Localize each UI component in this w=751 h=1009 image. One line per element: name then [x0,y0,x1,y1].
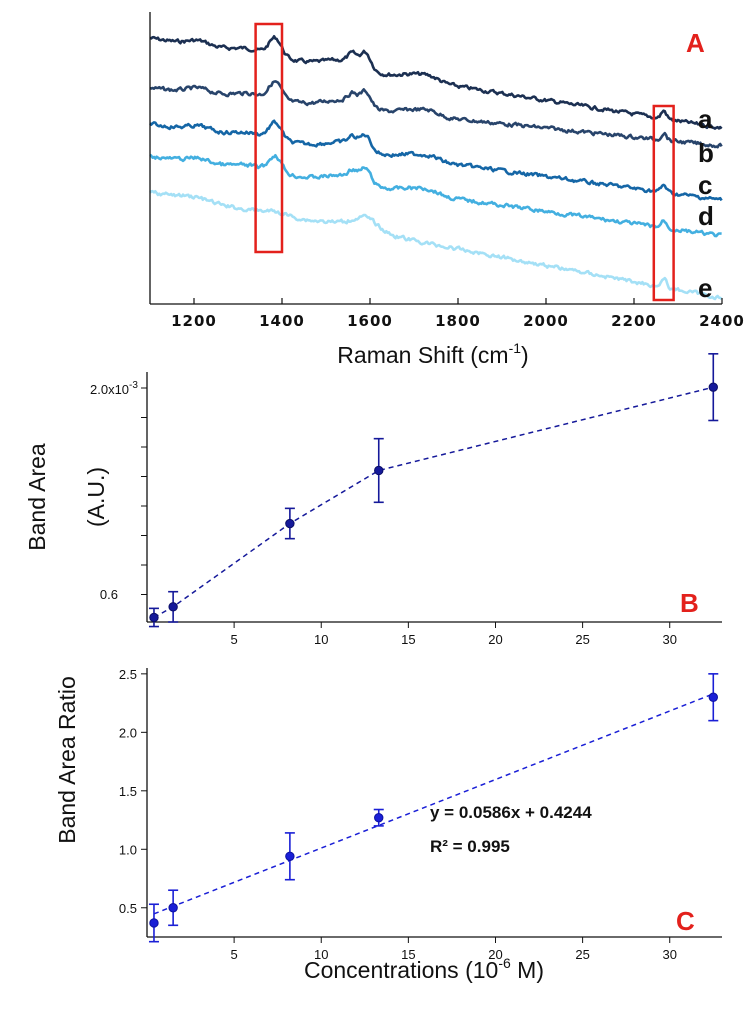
trace-a [149,34,723,130]
x-ticks-a: 1200 1400 1600 1800 2000 2200 2400 [171,298,745,330]
y-tick-label-c-3: 2.0 [119,725,137,740]
x-tick-label-c-4: 25 [575,947,589,962]
y-tick-b-top: 2.0x10-3 [90,380,138,397]
y-tick-label-c-0: 0.5 [119,901,137,916]
x-tick-label-b-0: 5 [231,632,238,647]
x-tick-label-c-0: 5 [231,947,238,962]
ticks-b: 5 10 15 20 25 30 [141,387,677,647]
x-tick-label-a-4: 2000 [523,312,569,330]
panel-b-band-area: 5 10 15 20 25 30 2.0x10-3 0.6 Band Area (A.U.… [24,353,722,647]
x-tick-label-b-4: 25 [575,632,589,647]
highlight-band-2270 [652,104,675,302]
trace-label-e: e [698,273,712,303]
data-point-b-3 [374,465,384,476]
y-tick-label-c-2: 1.5 [119,784,137,799]
highlight-band-1380 [254,22,284,254]
r-squared: R² = 0.995 [430,837,510,856]
data-point-c-2 [285,851,295,861]
data-point-c-4 [708,692,718,702]
trace-label-b: b [698,138,714,168]
data-point-b-1 [168,602,178,612]
trace-b [149,80,723,149]
data-point-c-0 [149,918,159,928]
y-axis-title-b-line1: Band Area [24,443,50,551]
panel-label-c: C [676,906,695,936]
x-tick-label-a-2: 1600 [347,312,393,330]
data-point-b-2 [285,518,295,529]
x-tick-label-a-6: 2400 [699,312,745,330]
x-axis-title-a: Raman Shift (cm-1) [337,340,528,368]
x-tick-label-a-5: 2200 [611,312,657,330]
fit-equation: y = 0.0586x + 0.4244 [430,803,592,822]
y-tick-label-c-4: 2.5 [119,667,137,682]
x-tick-label-c-5: 30 [662,947,676,962]
panel-label-a: A [686,28,705,58]
x-tick-label-b-1: 10 [314,632,328,647]
trace-d [149,153,722,238]
x-tick-label-b-5: 30 [662,632,676,647]
x-tick-label-b-2: 15 [401,632,415,647]
x-tick-label-a-0: 1200 [171,312,217,330]
data-point-c-3 [374,813,384,823]
trace-e [149,189,723,301]
panel-label-b: B [680,588,699,618]
x-tick-label-a-3: 1800 [435,312,481,330]
panel-c-band-area-ratio: 5 10 15 20 25 30 0.5 1.0 1.5 2.0 2.5 Band Area Rat… [54,667,722,983]
y-axis-title-c: Band Area Ratio [54,676,80,844]
data-point-b-0 [149,612,159,623]
trace-label-d: d [698,201,714,231]
trend-line-b [153,386,714,619]
data-points-b [148,353,719,628]
x-tick-label-c-2: 15 [401,947,415,962]
x-axis-title-c: Concentrations (10-6 M) [304,955,544,983]
trace-c [149,119,723,202]
x-tick-label-c-3: 20 [488,947,502,962]
raman-traces [149,34,723,301]
data-point-c-1 [168,903,178,913]
y-axis-title-b-line2: (A.U.) [83,467,109,527]
fit-line-c [153,693,714,915]
y-tick-label-c-1: 1.0 [119,842,137,857]
trace-label-c: c [698,170,712,200]
data-points-c [148,673,719,943]
y-tick-b-bottom: 0.6 [100,587,118,602]
ticks-c: 5 10 15 20 25 30 0.5 1.0 1.5 2.0 2.5 [119,667,677,962]
trace-label-a: a [698,104,713,134]
x-tick-label-b-3: 20 [488,632,502,647]
x-tick-label-a-1: 1400 [259,312,305,330]
x-tick-label-c-1: 10 [314,947,328,962]
data-point-b-4 [708,382,718,392]
